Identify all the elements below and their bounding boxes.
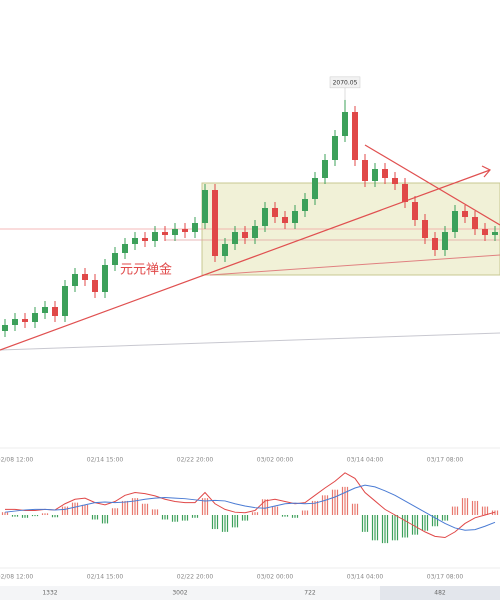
trend-line: [209, 254, 500, 276]
candle-body: [292, 211, 298, 223]
footer-tab: 722: [304, 590, 316, 597]
candle-body: [232, 232, 238, 244]
x-tick-label: 02/08 12:00: [0, 574, 33, 581]
price-tag: 2070.05: [333, 79, 358, 86]
candle-body: [432, 238, 438, 250]
candle-body: [492, 232, 498, 235]
watermark: 元元禅金: [120, 262, 172, 278]
candle-body: [152, 232, 158, 241]
candle-body: [482, 229, 488, 235]
candle-body: [242, 232, 248, 238]
candle-body: [182, 229, 188, 232]
trend-line: [0, 169, 491, 351]
candle-body: [52, 307, 58, 316]
candle-body: [172, 229, 178, 235]
candle-body: [372, 169, 378, 181]
candle-body: [462, 211, 468, 217]
trend-line: [364, 144, 500, 226]
candle-body: [342, 112, 348, 136]
x-tick-label: 02/14 15:00: [87, 457, 124, 464]
candle-body: [412, 202, 418, 220]
candle-body: [262, 208, 268, 226]
tab-active: [380, 586, 500, 600]
candle-body: [82, 274, 88, 280]
footer-tab: 3002: [172, 590, 187, 597]
candle-body: [212, 190, 218, 256]
candle-body: [402, 184, 408, 202]
x-tick-label: 03/17 08:00: [427, 574, 464, 581]
candle-body: [472, 217, 478, 229]
candle-body: [312, 178, 318, 199]
candle-body: [132, 238, 138, 244]
x-tick-label: 02/14 15:00: [87, 574, 124, 581]
candle-body: [32, 313, 38, 322]
candle-body: [382, 169, 388, 178]
footer-tab: 1332: [42, 590, 57, 597]
candle-body: [12, 319, 18, 325]
candle-body: [162, 232, 168, 235]
candle-body: [302, 199, 308, 211]
footer-tab: 482: [434, 590, 446, 597]
candle-body: [22, 319, 28, 322]
candle-body: [362, 160, 368, 181]
candle-body: [442, 232, 448, 250]
candle-body: [422, 220, 428, 238]
candle-body: [92, 280, 98, 292]
candle-body: [62, 286, 68, 316]
candle-body: [352, 112, 358, 160]
candle-body: [102, 265, 108, 292]
candle-body: [322, 160, 328, 178]
candle-body: [72, 274, 78, 286]
candle-body: [202, 190, 208, 223]
candle-body: [192, 223, 198, 232]
candle-body: [122, 244, 128, 253]
x-tick-label: 03/14 04:00: [347, 574, 384, 581]
candle-body: [2, 325, 8, 331]
arrow-head: [481, 165, 491, 178]
x-tick-label: 03/14 04:00: [347, 457, 384, 464]
candle-body: [222, 244, 228, 256]
x-tick-label: 03/02 00:00: [257, 457, 294, 464]
candle-body: [392, 178, 398, 184]
tab-bar: [0, 586, 500, 600]
x-tick-label: 02/22 20:00: [177, 457, 214, 464]
candle-body: [332, 136, 338, 160]
candle-body: [142, 238, 148, 241]
x-tick-label: 03/17 08:00: [427, 457, 464, 464]
trend-line: [0, 332, 500, 351]
macd-line: [4, 484, 496, 531]
candle-body: [452, 211, 458, 232]
macd-line: [5, 472, 496, 539]
candle-body: [42, 307, 48, 313]
x-tick-label: 02/08 12:00: [0, 457, 33, 464]
x-tick-label: 03/02 00:00: [257, 574, 294, 581]
candle-body: [252, 226, 258, 238]
candle-body: [112, 253, 118, 265]
candle-body: [282, 217, 288, 223]
x-tick-label: 02/22 20:00: [177, 574, 214, 581]
candle-body: [272, 208, 278, 217]
